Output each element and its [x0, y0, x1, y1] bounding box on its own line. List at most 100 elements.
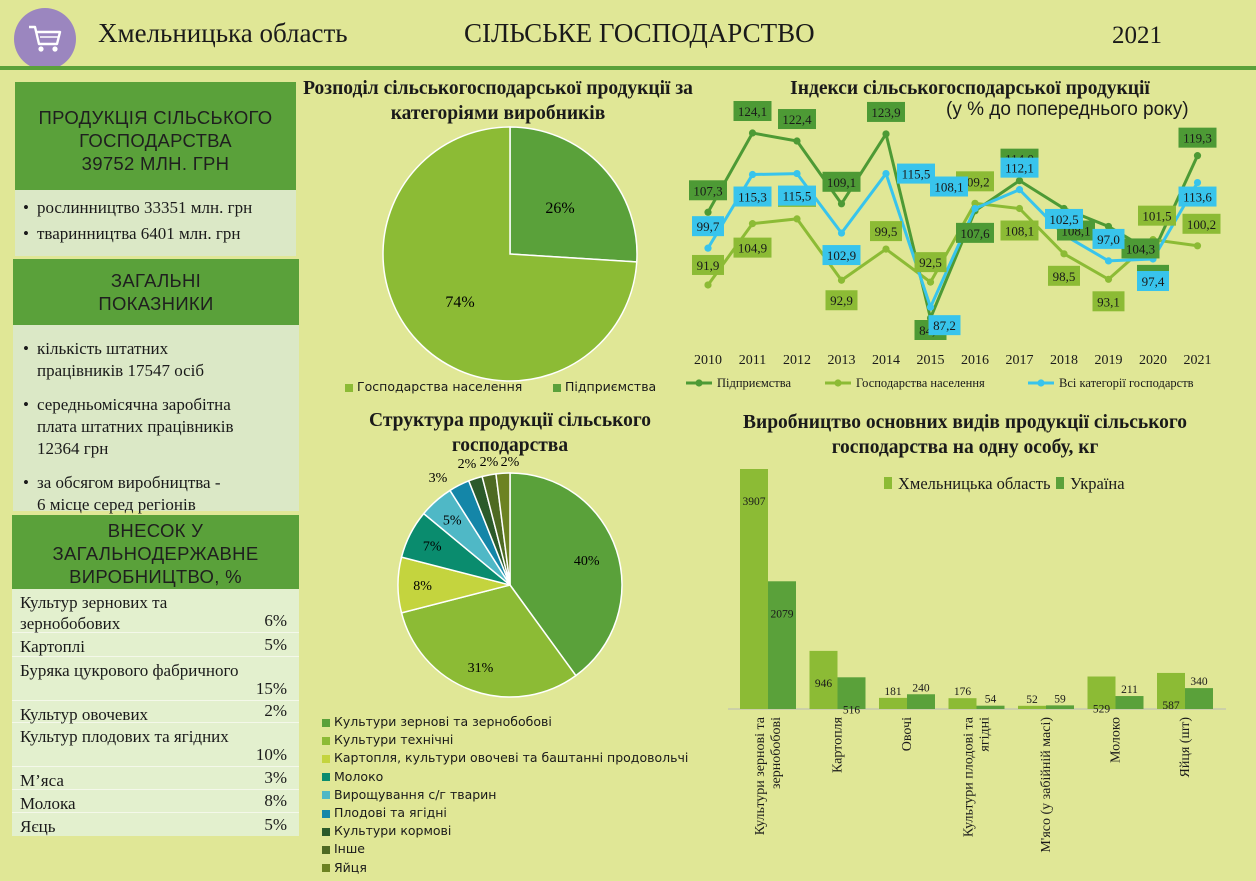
data-point — [882, 130, 890, 138]
data-point — [1015, 177, 1024, 185]
legend-label: Підприємства — [565, 379, 657, 394]
bar — [1157, 672, 1185, 709]
data-label: 92,5 — [919, 255, 942, 270]
pie-value-label: 31% — [468, 661, 494, 676]
data-label-box — [870, 221, 902, 242]
legend-label: Підприємства — [717, 376, 792, 390]
legend-label: Яйця — [334, 859, 367, 875]
share-row-pct: 15% — [255, 679, 287, 698]
data-point — [971, 204, 979, 213]
data-point — [971, 199, 979, 207]
x-tick-label: 2018 — [1050, 353, 1078, 368]
legend-swatch — [322, 845, 330, 854]
data-point — [837, 229, 846, 237]
legend-marker — [695, 379, 703, 387]
list-item: за обсягом виробництва - 6 місце серед р… — [23, 472, 299, 516]
structure-pie-title: Структура продукції сільського господарс… — [369, 410, 651, 456]
pie-slice — [495, 472, 511, 586]
x-tick-label: 2015 — [917, 353, 945, 368]
legend-swatch — [322, 791, 330, 800]
share-row-pct: 5% — [264, 815, 287, 834]
share-row-pct: 5% — [264, 635, 287, 654]
share-row-name: Культур овочевих — [20, 705, 149, 724]
share-row-name: Культур плодових та ягідних — [20, 727, 229, 746]
bar-value-label: 54 — [985, 694, 997, 706]
data-label-box — [1137, 271, 1169, 292]
bar — [1046, 705, 1074, 709]
share-row-name: Буряка цукрового фабричного — [20, 661, 239, 680]
legend-swatch — [322, 754, 330, 763]
legend-swatch — [322, 773, 330, 782]
general-title-line: ПОКАЗНИКИ — [98, 293, 214, 314]
shopping-cart-icon — [29, 25, 62, 52]
share-row-pct: 8% — [264, 791, 287, 810]
data-label-box — [1138, 205, 1176, 226]
table-row: Культур плодових та ягідних 10% — [12, 723, 299, 767]
data-label-box — [692, 216, 724, 237]
x-tick-label: Картопля — [831, 716, 846, 773]
data-label: 98,5 — [1053, 269, 1076, 284]
region-name: Хмельницька область — [98, 18, 348, 48]
x-tick-label: 2019 — [1095, 353, 1123, 368]
index-chart-title: Індекси сільськогосподарської продукції — [790, 78, 1150, 99]
data-point — [1015, 186, 1024, 194]
share-row-pct: 10% — [255, 745, 287, 764]
x-tick-label: 2012 — [783, 353, 811, 368]
bar-value-label: 52 — [1026, 694, 1038, 706]
logo-badge — [14, 8, 76, 70]
production-title-box: ПРОДУКЦІЯ СІЛЬСЬКОГО ГОСПОДАРСТВА 39752 … — [15, 82, 296, 190]
data-point — [882, 245, 890, 253]
index-chart-subtitle: (у % до попереднього року) — [946, 99, 1189, 120]
data-point — [1015, 204, 1024, 213]
pie-value-label: 26% — [545, 200, 574, 217]
x-tick-label: 2017 — [1006, 353, 1034, 368]
legend-label: Культури технічні — [334, 732, 454, 748]
data-label-box — [778, 109, 816, 130]
data-point — [1104, 275, 1113, 283]
legend-swatch — [553, 383, 561, 392]
index-line-chart: 107,3124,1122,4109,1123,984,9107,6114,01… — [686, 101, 1221, 390]
list-item: тваринництва 6401 млн. грн — [23, 224, 296, 244]
data-label-box — [1000, 220, 1039, 241]
x-tick-label: зернобобові — [769, 717, 784, 789]
data-label-box — [1178, 186, 1217, 207]
share-title-line: ВНЕСОК У — [107, 520, 204, 541]
data-label-box — [825, 290, 858, 311]
legend-entry: Картопля, культури овочеві та баштанні п… — [322, 750, 688, 765]
share-row-pct: 3% — [264, 768, 287, 787]
share-title-line: ЗАГАЛЬНОДЕРЖАВНЕ — [52, 543, 259, 564]
data-point — [704, 244, 712, 252]
data-label: 119,3 — [1183, 131, 1212, 146]
series-line — [706, 201, 1198, 286]
legend-label: Всі категорії господарств — [1059, 376, 1194, 390]
x-tick-label: 2021 — [1184, 353, 1212, 368]
legend-marker — [1037, 379, 1045, 387]
list-item-line: середньомісячна заробітна — [37, 395, 231, 414]
data-label-box — [822, 245, 861, 266]
data-point — [926, 303, 935, 311]
share-row-name: Молока — [20, 794, 76, 813]
data-label: 109,1 — [827, 175, 856, 190]
bar-value-label: 176 — [954, 686, 972, 698]
share-title-box: ВНЕСОК У ЗАГАЛЬНОДЕРЖАВНЕ ВИРОБНИЦТВО, % — [12, 515, 299, 589]
legend-entry: Підприємства — [553, 379, 656, 394]
pie-value-label: 40% — [574, 554, 600, 569]
production-title-line: ПРОДУКЦІЯ СІЛЬСЬКОГО — [38, 107, 273, 128]
data-label-box — [930, 176, 968, 197]
data-label: 104,9 — [738, 241, 767, 256]
bar-value-label: 240 — [912, 682, 930, 694]
bar — [948, 698, 977, 709]
per-capita-chart-title: Виробництво основних видів продукції сіл… — [742, 412, 1188, 458]
data-point — [882, 169, 890, 178]
data-point — [748, 129, 757, 137]
x-tick-label: Овочі — [900, 717, 915, 751]
data-label: 108,1 — [1005, 224, 1034, 239]
bar — [1185, 688, 1213, 709]
data-point — [704, 208, 712, 216]
data-label-box — [1092, 291, 1125, 312]
production-total: 39752 МЛН. ГРН — [81, 153, 230, 174]
bar-value-label: 181 — [884, 686, 902, 698]
bar — [1018, 705, 1046, 709]
data-label: 97,4 — [1142, 274, 1165, 289]
pie-value-label: 5% — [443, 513, 462, 528]
